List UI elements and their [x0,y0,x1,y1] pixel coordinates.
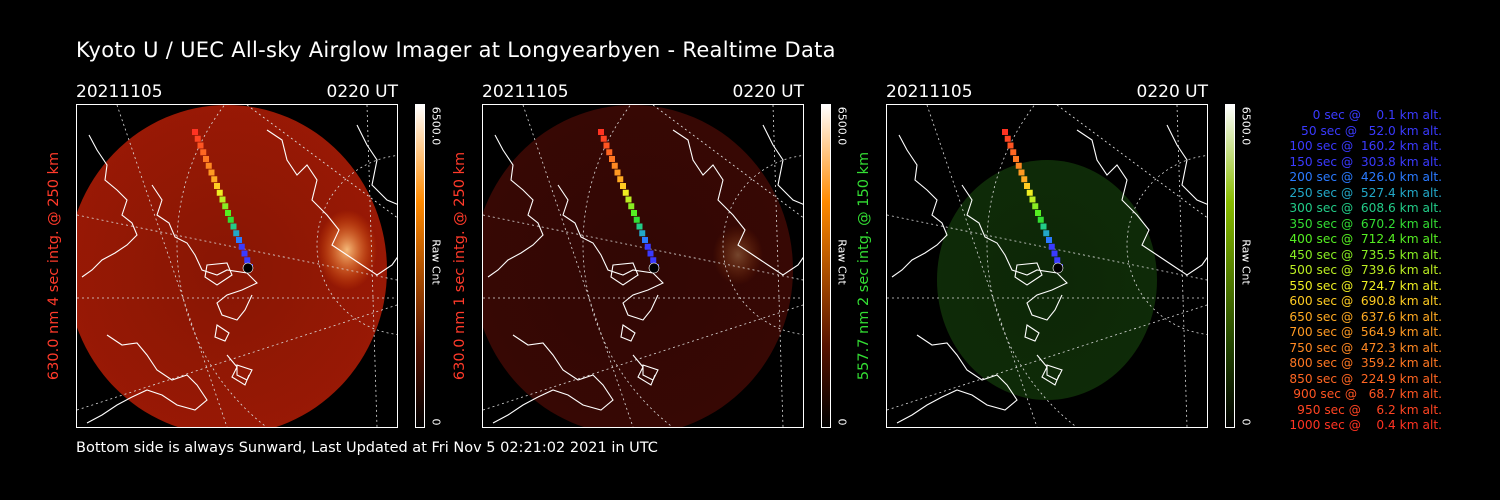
colorbar-max-label: 6500.0 [429,106,443,146]
trajectory-legend: 0 sec @ 0.1 km alt. 50 sec @ 52.0 km alt… [1262,108,1442,434]
colorbar-unit-label: Raw Cnt [1239,239,1253,285]
aurora-bright-patch [317,210,377,290]
panel-time: 0220 UT [326,82,399,102]
legend-entry: 450 sec @ 735.5 km alt. [1285,247,1442,262]
legend-entry: 350 sec @ 670.2 km alt. [1285,216,1442,231]
legend-entry: 600 sec @ 690.8 km alt. [1285,294,1442,308]
geo-grid [887,105,1207,427]
panel-630nm-1sec: 20211105 0220 UT 630.0 nm 1 sec intg. @ … [452,80,882,440]
colorbar-unit-label: Raw Cnt [835,239,849,285]
legend-entry: 150 sec @ 303.8 km alt. [1285,154,1442,169]
legend-entry: 250 sec @ 527.4 km alt. [1285,185,1442,200]
colorbar [415,104,425,428]
coastline [487,124,803,424]
colorbar-unit-label: Raw Cnt [429,239,443,285]
legend-entry: 750 sec @ 472.3 km alt. [1285,340,1442,355]
allsky-svg [887,105,1207,427]
allsky-image [482,104,804,428]
page-title: Kyoto U / UEC All-sky Airglow Imager at … [76,38,836,62]
colorbar [1225,104,1235,428]
colorbar-max-label: 6500.0 [835,106,849,146]
colorbar-min-label: 0 [1239,418,1253,426]
panel-time: 0220 UT [732,82,805,102]
legend-entry: 300 sec @ 608.6 km alt. [1285,201,1442,215]
allsky-svg [77,105,397,427]
panel-5577nm-2sec: 20211105 0220 UT 557.7 nm 2 sec intg. @ … [856,80,1286,440]
colorbar-min-label: 0 [835,418,849,426]
colorbar-max-label: 6500.0 [1239,106,1253,146]
rocket-trajectory [1002,129,1064,274]
legend-entry: 550 sec @ 724.7 km alt. [1285,278,1442,293]
coastline [81,124,397,424]
legend-entry: 700 sec @ 564.9 km alt. [1285,325,1442,339]
legend-entry: 500 sec @ 739.6 km alt. [1285,263,1442,277]
panel-date: 20211105 [482,82,569,102]
legend-entry: 50 sec @ 52.0 km alt. [1293,123,1442,138]
legend-entry: 400 sec @ 712.4 km alt. [1285,232,1442,246]
panel-date: 20211105 [76,82,163,102]
footer-note: Bottom side is always Sunward, Last Upda… [76,440,658,456]
legend-entry: 850 sec @ 224.9 km alt. [1285,371,1442,386]
legend-entry: 200 sec @ 426.0 km alt. [1285,170,1442,184]
geo-grid [77,105,397,427]
rocket-trajectory [192,129,254,274]
geo-grid [483,105,803,427]
allsky-svg [483,105,803,427]
coastline [891,124,1207,424]
airglow-disk [483,105,793,427]
legend-entry: 900 sec @ 68.7 km alt. [1289,387,1442,401]
panel-time: 0220 UT [1136,82,1209,102]
legend-entry: 650 sec @ 637.6 km alt. [1285,309,1442,324]
legend-entry: 950 sec @ 6.2 km alt. [1293,402,1442,417]
colorbar-min-label: 0 [429,418,443,426]
allsky-image [76,104,398,428]
allsky-image [886,104,1208,428]
colorbar [821,104,831,428]
legend-entry: 0 sec @ 0.1 km alt. [1301,108,1442,122]
legend-entry: 800 sec @ 359.2 km alt. [1285,356,1442,370]
airglow-disk [937,160,1157,400]
airglow-disk [77,105,387,427]
panel-630nm-4sec: 20211105 0220 UT 630.0 nm 4 sec intg. @ … [46,80,476,440]
legend-entry: 100 sec @ 160.2 km alt. [1285,139,1442,153]
legend-entry: 1000 sec @ 0.4 km alt. [1289,418,1442,432]
panel-date: 20211105 [886,82,973,102]
rocket-trajectory [598,129,660,274]
aurora-faint-patch [713,225,763,285]
